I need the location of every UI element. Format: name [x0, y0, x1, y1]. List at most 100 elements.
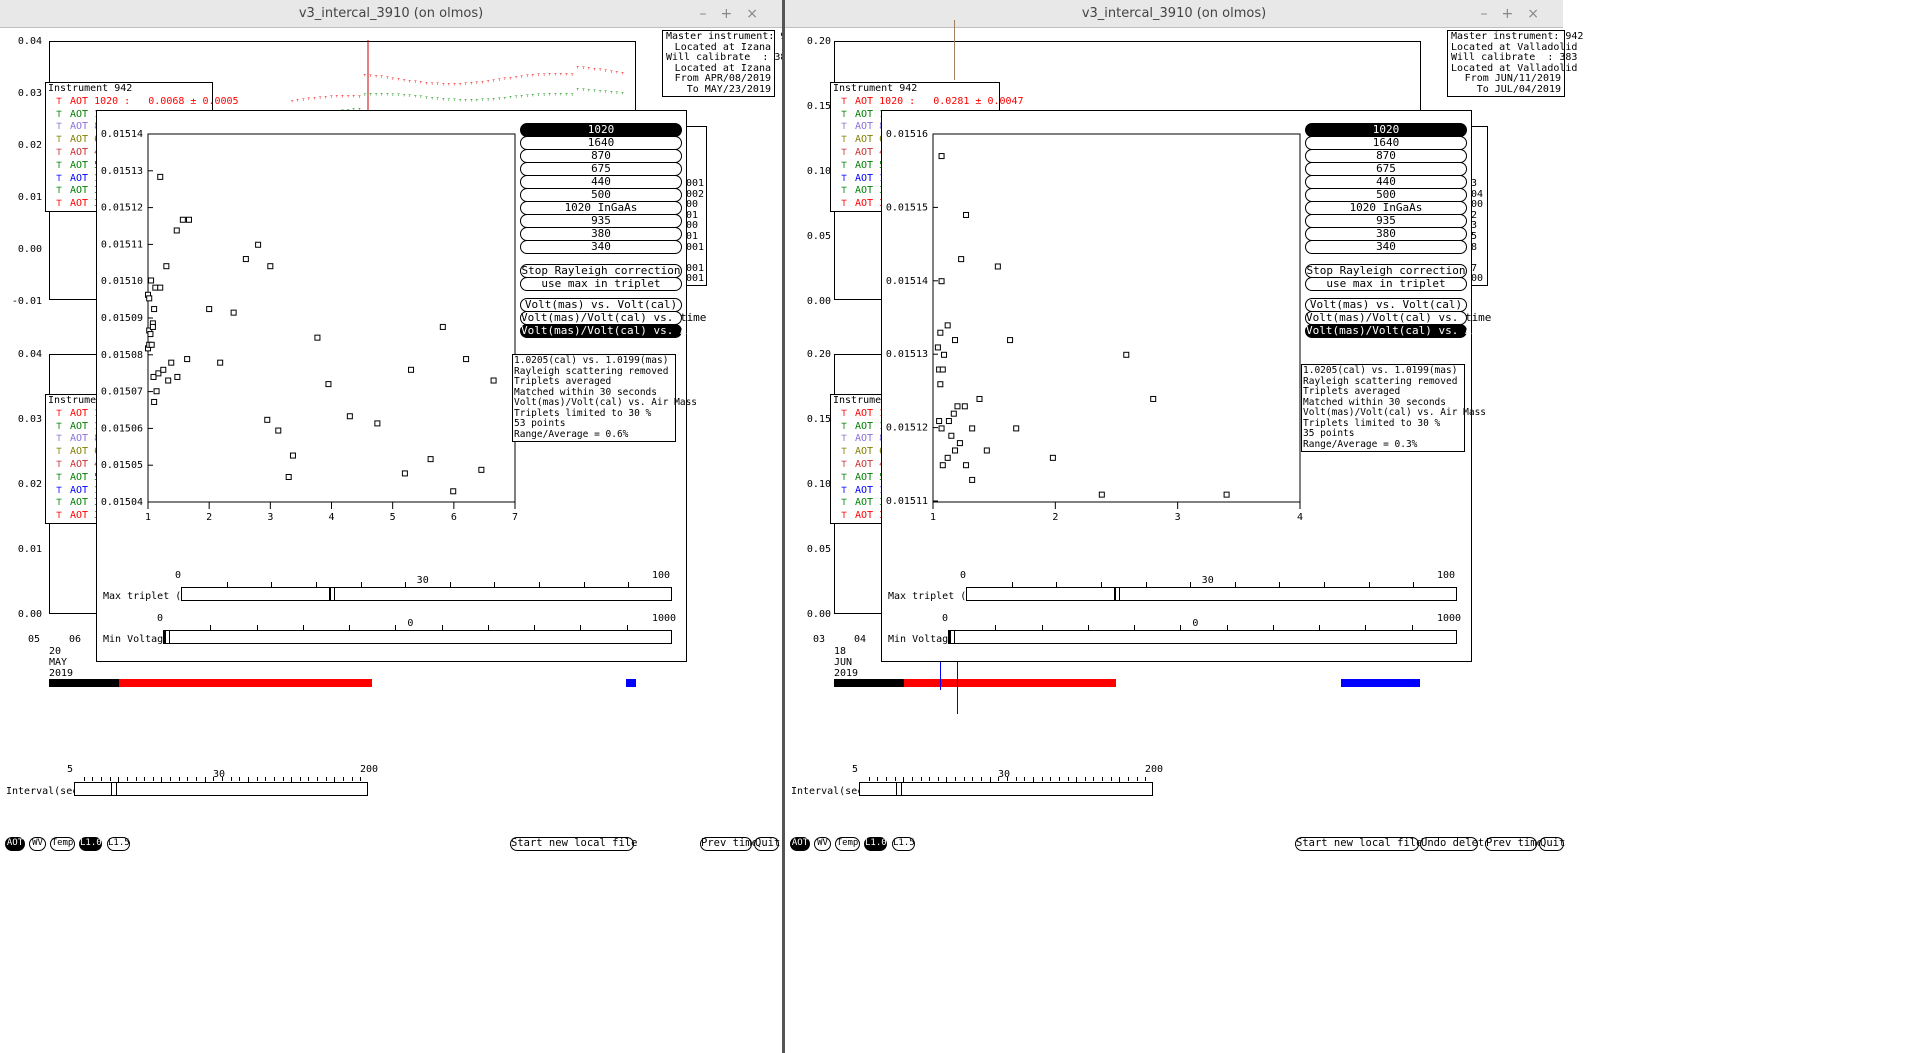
start-new-local-file-button[interactable]: Start new local file — [510, 837, 638, 851]
slider-thumb[interactable] — [896, 782, 902, 796]
wavelength-button-380[interactable]: 380 — [520, 227, 682, 241]
mode-button[interactable]: Volt(mas)/Volt(cal) vs. time — [1305, 311, 1492, 325]
slider-tick — [1134, 625, 1136, 630]
interval-slider[interactable] — [859, 777, 1153, 796]
wavelength-button-1020[interactable]: 1020 — [1305, 123, 1467, 137]
wavelength-button-340[interactable]: 340 — [520, 240, 682, 254]
series-point: ᵀ — [391, 92, 395, 100]
wavelength-button-1640[interactable]: 1640 — [1305, 136, 1467, 150]
mode-button[interactable]: Volt(mas) vs. Volt(cal) — [1305, 298, 1467, 312]
timeline-blue — [1341, 679, 1420, 687]
data-point — [146, 295, 153, 302]
stop-rayleigh-button[interactable]: Stop Rayleigh correction — [520, 264, 682, 278]
series-point: ᵀ — [424, 95, 428, 103]
slider-tick — [360, 777, 362, 781]
wavelength-button-440[interactable]: 440 — [520, 175, 682, 189]
quit-button[interactable]: Quit — [754, 837, 781, 851]
wavelength-button-870[interactable]: 870 — [520, 149, 682, 163]
legend-marker-icon: ⊤ — [55, 407, 63, 419]
toggle-temp[interactable]: Temp — [835, 837, 860, 851]
wavelength-button-440[interactable]: 440 — [1305, 175, 1467, 189]
timeline-black — [49, 679, 119, 687]
series-point: ᵀ — [536, 73, 540, 81]
wavelength-button-870[interactable]: 870 — [1305, 149, 1467, 163]
summary-line: 1.0205(cal) vs. 1.0199(mas) — [514, 355, 669, 366]
slider-tick — [1226, 625, 1228, 630]
wavelength-button-935[interactable]: 935 — [520, 214, 682, 228]
slider-tick — [972, 777, 974, 781]
quit-button[interactable]: Quit — [1539, 837, 1566, 851]
max-triplet-slider[interactable] — [181, 582, 672, 601]
toggle-l15[interactable]: L1.5 — [107, 837, 130, 851]
data-point — [1223, 491, 1230, 498]
toggle-l10[interactable]: L1.0 — [79, 837, 102, 851]
interval-slider[interactable] — [74, 777, 368, 796]
toggle-wv[interactable]: WV — [814, 837, 831, 851]
series-point: ᵀ — [480, 80, 484, 88]
data-point — [938, 153, 945, 160]
window-controls[interactable]: –+× — [1480, 6, 1553, 22]
series-point: ᵀ — [604, 90, 608, 98]
legend-marker-icon: ⊤ — [55, 159, 63, 171]
legend-marker-icon: ⊤ — [840, 198, 848, 210]
toggle-l10[interactable]: L1.0 — [864, 837, 887, 851]
wavelength-button-380[interactable]: 380 — [1305, 227, 1467, 241]
toggle-wv[interactable]: WV — [29, 837, 46, 851]
series-point: ᵀ — [542, 92, 546, 100]
window-title: v3_intercal_3910 (on olmos) — [1081, 6, 1267, 21]
wavelength-button-340[interactable]: 340 — [1305, 240, 1467, 254]
toggle-temp[interactable]: Temp — [50, 837, 75, 851]
min-voltage-slider[interactable] — [948, 625, 1457, 644]
slider-thumb[interactable] — [949, 630, 955, 644]
slider-tick — [1076, 777, 1078, 783]
min-voltage-slider[interactable] — [163, 625, 672, 644]
mode-button[interactable]: Volt(mas)/Volt(cal) vs. Air Mass — [520, 324, 733, 338]
toggle-aot[interactable]: AOT — [5, 837, 25, 851]
info-line: Master instrument: 942 — [1451, 31, 1584, 42]
wavelength-button-675[interactable]: 675 — [520, 162, 682, 176]
data-point — [267, 263, 274, 270]
series-point: ᵀ — [620, 91, 624, 99]
wavelength-button-675[interactable]: 675 — [1305, 162, 1467, 176]
data-point — [976, 395, 983, 402]
window-controls[interactable]: –+× — [699, 6, 772, 22]
wavelength-button-1020-ingaas[interactable]: 1020 InGaAs — [1305, 201, 1467, 215]
use-max-triplet-button[interactable]: use max in triplet — [520, 277, 682, 291]
slider-tick — [920, 777, 922, 781]
max-triplet-slider[interactable] — [966, 582, 1457, 601]
toggle-l15[interactable]: L1.5 — [892, 837, 915, 851]
mode-button[interactable]: Volt(mas)/Volt(cal) vs. time — [520, 311, 707, 325]
mode-button[interactable]: Volt(mas)/Volt(cal) vs. Air Mass — [1305, 324, 1518, 338]
series-point: ᵀ — [581, 66, 585, 74]
wavelength-button-1020[interactable]: 1020 — [520, 123, 682, 137]
prev-time-button[interactable]: Prev time — [700, 837, 758, 851]
wavelength-button-500[interactable]: 500 — [520, 188, 682, 202]
title-bar: v3_intercal_3910 (on olmos) –+× — [0, 0, 782, 28]
toggle-aot[interactable]: AOT — [790, 837, 810, 851]
slider-thumb[interactable] — [111, 782, 117, 796]
wavelength-button-935[interactable]: 935 — [1305, 214, 1467, 228]
series-point: ᵀ — [525, 93, 529, 101]
slider-thumb[interactable] — [1114, 587, 1121, 601]
wavelength-button-500[interactable]: 500 — [1305, 188, 1467, 202]
use-max-triplet-button[interactable]: use max in triplet — [1305, 277, 1467, 291]
prev-time-button[interactable]: Prev time — [1485, 837, 1543, 851]
start-new-local-file-button[interactable]: Start new local file — [1295, 837, 1423, 851]
slider-thumb[interactable] — [329, 587, 336, 601]
wavelength-button-1640[interactable]: 1640 — [520, 136, 682, 150]
stop-rayleigh-button[interactable]: Stop Rayleigh correction — [1305, 264, 1467, 278]
wavelength-button-1020-ingaas[interactable]: 1020 InGaAs — [520, 201, 682, 215]
slider-thumb[interactable] — [164, 630, 170, 644]
slider-tick — [109, 777, 111, 781]
info-line: Located at Valladolid — [1451, 41, 1578, 53]
data-point — [151, 306, 158, 313]
mode-button[interactable]: Volt(mas) vs. Volt(cal) — [520, 298, 682, 312]
slider-min: 0 — [960, 570, 967, 581]
y-tick-label: 0.10 — [806, 479, 831, 490]
data-point — [490, 377, 497, 384]
date-month: JUN — [834, 657, 853, 668]
series-point: ᵀ — [301, 97, 305, 105]
slider-tick — [626, 625, 628, 630]
undo-delete-button[interactable]: Undo delete — [1420, 837, 1491, 851]
slider-tick — [196, 777, 198, 781]
